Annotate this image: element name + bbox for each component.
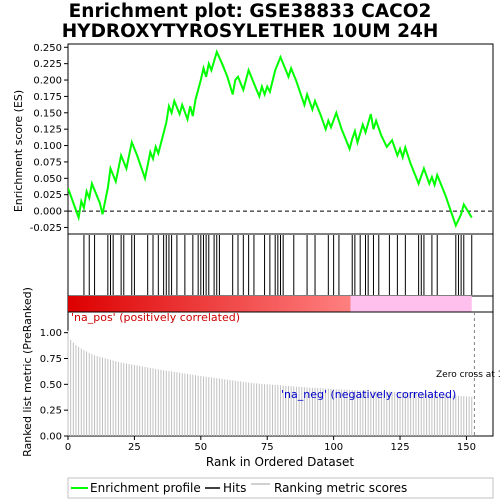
chart-title: Enrichment plot: GSE38833 CACO2 HYDROXYT… bbox=[0, 2, 500, 42]
rank-y-tick-label-2: 0.50 bbox=[40, 380, 62, 391]
enrichment-profile-line bbox=[68, 49, 473, 229]
rank-y-axis: 0.00 0.25 0.50 0.75 1.00 bbox=[40, 328, 68, 443]
x-tick-label-0: 0 bbox=[65, 442, 71, 453]
x-tick-label-5: 125 bbox=[390, 442, 409, 453]
es-y-tick-label-2: 0.025 bbox=[33, 190, 62, 201]
es-y-axis: -0.025 0.000 0.025 0.050 0.075 0.100 0.125 0.15… bbox=[30, 43, 68, 234]
rank-metric-panel: 0.00 0.25 0.50 0.75 1.00 'na_pos' (positivel… bbox=[21, 287, 500, 457]
rank-y-tick-label-3: 0.75 bbox=[40, 354, 62, 365]
es-y-tick-label-3: 0.050 bbox=[33, 174, 62, 185]
es-panel-frame bbox=[67, 43, 494, 235]
rank-y-tick-label-4: 1.00 bbox=[40, 328, 62, 339]
es-y-tick-label-11: 0.250 bbox=[33, 43, 62, 54]
es-y-tick-label-6: 0.125 bbox=[33, 125, 62, 136]
es-y-tick-label-4: 0.075 bbox=[33, 157, 62, 168]
zero-cross-label: Zero cross at 153 bbox=[436, 370, 500, 380]
es-y-tick-label-1: 0.000 bbox=[33, 207, 62, 218]
es-y-tick-label-10: 0.225 bbox=[33, 59, 62, 70]
negative-correlation-label: 'na_neg' (negatively correlated) bbox=[281, 388, 456, 401]
hit-marks bbox=[83, 235, 473, 295]
rank-y-tick-label-0: 0.00 bbox=[40, 432, 62, 443]
chart-title-line-2: HYDROXYTYROSYLETHER 10UM 24H bbox=[61, 21, 439, 42]
rank-gradient-bar bbox=[68, 296, 472, 312]
legend-enrichment-label: Enrichment profile bbox=[90, 481, 201, 495]
hits-panel bbox=[67, 233, 494, 297]
x-tick-label-2: 50 bbox=[194, 442, 207, 453]
x-tick-label-3: 75 bbox=[261, 442, 274, 453]
x-tick-label-1: 25 bbox=[128, 442, 141, 453]
x-axis-label: Rank in Ordered Dataset bbox=[206, 455, 354, 469]
es-y-tick-label-0: -0.025 bbox=[30, 223, 62, 234]
x-tick-label-6: 150 bbox=[457, 442, 476, 453]
x-tick-label-4: 100 bbox=[324, 442, 343, 453]
legend: Enrichment profile Hits Ranking metric s… bbox=[67, 477, 494, 499]
rank-y-tick-label-1: 0.25 bbox=[40, 406, 62, 417]
legend-ranking-label: Ranking metric scores bbox=[274, 481, 407, 495]
chart-title-line-1: Enrichment plot: GSE38833 CACO2 bbox=[68, 1, 432, 22]
es-panel: -0.025 0.000 0.025 0.050 0.075 0.100 0.125 0.15… bbox=[12, 43, 494, 235]
es-y-tick-label-8: 0.175 bbox=[33, 92, 62, 103]
legend-frame bbox=[67, 477, 494, 499]
es-y-tick-label-9: 0.200 bbox=[33, 76, 62, 87]
positive-correlation-label: 'na_pos' (positively correlated) bbox=[71, 311, 240, 324]
es-y-tick-label-7: 0.150 bbox=[33, 108, 62, 119]
rank-gradient-panel bbox=[67, 295, 494, 313]
ranking-metric-bars bbox=[67, 330, 473, 436]
es-y-axis-label: Enrichment score (ES) bbox=[12, 90, 25, 212]
es-y-tick-label-5: 0.100 bbox=[33, 141, 62, 152]
legend-hits-label: Hits bbox=[223, 481, 246, 495]
rank-y-axis-label: Ranked list metric (PreRanked) bbox=[21, 287, 34, 457]
x-axis: 0 25 50 75 100 125 150 bbox=[65, 436, 476, 453]
